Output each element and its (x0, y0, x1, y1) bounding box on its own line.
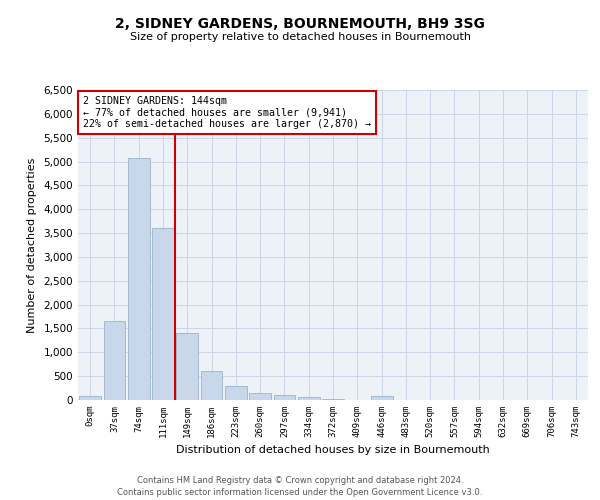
Bar (152, 228, 174, 400)
Bar (274, 396, 295, 400)
Bar (371, 396, 392, 400)
Text: Size of property relative to detached houses in Bournemouth: Size of property relative to detached ho… (130, 32, 470, 42)
Text: 2, SIDNEY GARDENS, BOURNEMOUTH, BH9 3SG: 2, SIDNEY GARDENS, BOURNEMOUTH, BH9 3SG (115, 18, 485, 32)
Text: 2 SIDNEY GARDENS: 144sqm
← 77% of detached houses are smaller (9,941)
22% of sem: 2 SIDNEY GARDENS: 144sqm ← 77% of detach… (83, 96, 371, 130)
Bar (79, 396, 101, 400)
Bar (104, 322, 125, 400)
Text: Contains public sector information licensed under the Open Government Licence v3: Contains public sector information licen… (118, 488, 482, 497)
Bar (128, 158, 149, 400)
Bar (176, 333, 198, 400)
Bar (249, 392, 271, 400)
Bar (322, 399, 344, 400)
Text: Contains HM Land Registry data © Crown copyright and database right 2024.: Contains HM Land Registry data © Crown c… (137, 476, 463, 485)
Bar (225, 386, 247, 400)
X-axis label: Distribution of detached houses by size in Bournemouth: Distribution of detached houses by size … (176, 446, 490, 456)
Bar (298, 397, 320, 400)
Y-axis label: Number of detached properties: Number of detached properties (26, 158, 37, 332)
Bar (200, 371, 223, 400)
